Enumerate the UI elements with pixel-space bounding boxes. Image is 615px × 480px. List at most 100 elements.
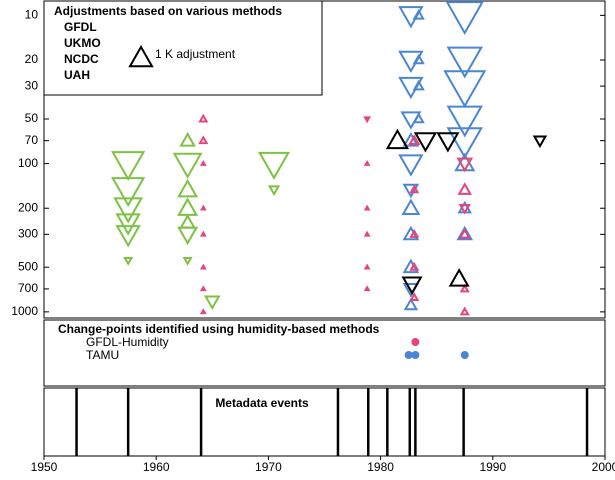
y-tick-label: 300 xyxy=(18,227,38,241)
legend-label: GFDL xyxy=(64,20,97,34)
triangle-marker xyxy=(115,213,141,236)
triangle-marker xyxy=(363,159,371,166)
triangle-marker xyxy=(443,70,487,108)
y-tick-label: 50 xyxy=(25,111,39,125)
triangle-marker xyxy=(409,292,420,301)
triangle-marker xyxy=(111,151,146,182)
triangle-marker xyxy=(199,204,207,211)
triangle-marker xyxy=(198,113,209,123)
key-marker xyxy=(128,44,154,68)
triangle-marker xyxy=(409,261,420,271)
triangle-marker xyxy=(179,213,196,229)
y-tick-label: 100 xyxy=(18,156,38,170)
panel-frame xyxy=(43,319,606,387)
triangle-marker xyxy=(402,132,420,147)
triangle-marker xyxy=(403,297,419,311)
triangle-marker xyxy=(182,256,193,266)
triangle-marker xyxy=(412,8,425,20)
x-tick-label: 1980 xyxy=(367,460,394,474)
legend-label: TAMU xyxy=(86,348,119,362)
triangle-marker xyxy=(456,225,474,241)
triangle-marker xyxy=(115,225,141,248)
triangle-marker xyxy=(402,183,420,199)
y-tick-label: 20 xyxy=(25,52,39,66)
triangle-marker xyxy=(385,128,410,150)
triangle-marker xyxy=(177,197,199,216)
change-point xyxy=(411,351,420,359)
change-point xyxy=(460,351,469,359)
y-tick-label: 30 xyxy=(25,78,39,92)
y-tick-label: 10 xyxy=(25,8,39,22)
triangle-marker xyxy=(177,178,199,198)
triangle-marker xyxy=(177,226,199,246)
x-tick-label: 1970 xyxy=(255,460,282,474)
x-tick-label: 2000 xyxy=(592,460,615,474)
triangle-marker xyxy=(267,185,281,197)
triangle-marker xyxy=(398,154,424,177)
triangle-marker xyxy=(446,105,483,138)
y-tick-label: 700 xyxy=(18,281,38,295)
triangle-marker xyxy=(363,285,371,292)
triangle-marker xyxy=(532,135,548,149)
triangle-marker xyxy=(448,268,470,287)
panel-frame xyxy=(43,387,606,457)
change-point xyxy=(411,338,420,346)
key-label: 1 K adjustment xyxy=(155,47,236,61)
triangle-marker xyxy=(445,1,485,35)
triangle-marker xyxy=(412,53,425,65)
change-point xyxy=(404,351,413,359)
triangle-marker xyxy=(363,116,372,124)
triangle-marker xyxy=(459,283,470,293)
y-tick-label: 200 xyxy=(18,200,38,214)
triangle-marker xyxy=(409,229,420,238)
triangle-marker xyxy=(400,111,422,130)
legend-label: NCDC xyxy=(64,52,99,66)
triangle-marker xyxy=(199,308,207,315)
x-tick-label: 1950 xyxy=(31,460,58,474)
triangle-marker xyxy=(413,132,438,153)
triangle-marker xyxy=(199,285,207,292)
y-tick-label: 1000 xyxy=(11,304,38,318)
triangle-marker xyxy=(203,295,221,311)
triangle-marker xyxy=(363,230,371,237)
panel-frame xyxy=(43,0,606,319)
legend-label: UAH xyxy=(64,68,90,82)
legend-title: Adjustments based on various methods xyxy=(54,4,282,18)
triangle-marker xyxy=(113,197,144,224)
triangle-marker xyxy=(459,306,470,316)
y-tick-label: 70 xyxy=(25,133,39,147)
triangle-marker xyxy=(409,184,420,194)
panel-title: Change-points identified using humidity-… xyxy=(58,322,380,336)
triangle-marker xyxy=(123,256,134,266)
triangle-marker xyxy=(436,132,460,153)
triangle-marker xyxy=(401,276,423,295)
triangle-marker xyxy=(179,132,196,147)
triangle-marker xyxy=(401,198,421,216)
triangle-marker xyxy=(257,151,291,180)
triangle-marker xyxy=(363,204,371,211)
legend-box xyxy=(43,0,323,96)
triangle-marker xyxy=(457,182,472,195)
triangle-marker xyxy=(172,152,203,179)
triangle-marker xyxy=(456,157,474,173)
x-tick-label: 1990 xyxy=(479,460,506,474)
triangle-marker xyxy=(199,263,207,270)
x-tick-label: 1960 xyxy=(143,460,170,474)
triangle-marker xyxy=(446,46,483,79)
triangle-marker xyxy=(412,79,425,91)
triangle-marker xyxy=(408,134,421,145)
triangle-marker xyxy=(458,227,471,239)
triangle-marker xyxy=(363,263,371,270)
y-tick-label: 500 xyxy=(18,259,38,273)
triangle-marker xyxy=(111,177,146,208)
triangle-marker xyxy=(458,203,471,215)
triangle-marker xyxy=(402,258,420,274)
panel-title: Metadata events xyxy=(215,396,309,410)
triangle-marker xyxy=(412,112,425,124)
triangle-marker xyxy=(402,225,420,241)
triangle-marker xyxy=(199,159,207,166)
legend-label: GFDL-Humidity xyxy=(86,335,169,349)
legend-label: UKMO xyxy=(64,36,101,50)
triangle-marker xyxy=(198,135,209,145)
